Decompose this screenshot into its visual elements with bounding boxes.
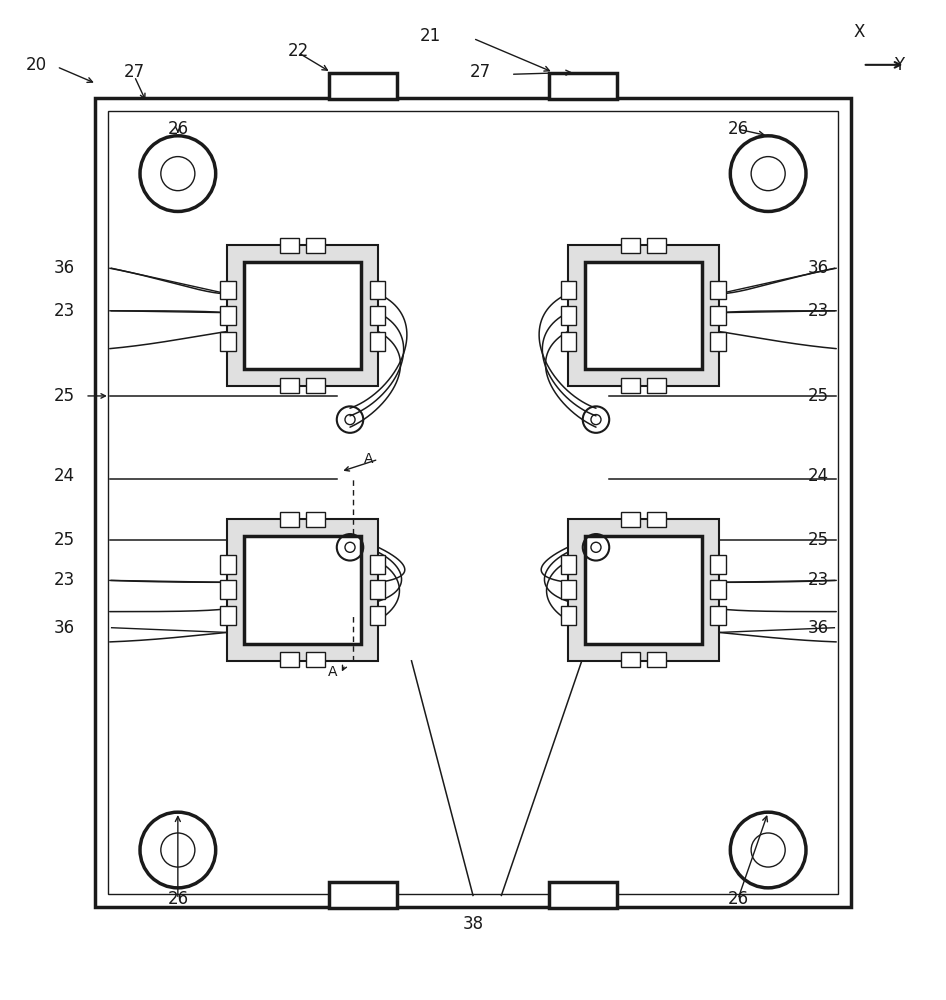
- Bar: [220, 281, 236, 299]
- Bar: [561, 281, 576, 299]
- Text: 24: 24: [808, 467, 829, 485]
- Text: 36: 36: [54, 259, 75, 277]
- Bar: [549, 882, 617, 908]
- Bar: [227, 245, 378, 386]
- Bar: [280, 512, 299, 527]
- Bar: [710, 332, 726, 351]
- Text: 25: 25: [808, 387, 829, 405]
- Bar: [647, 512, 666, 527]
- Bar: [329, 882, 397, 908]
- Bar: [647, 238, 666, 253]
- Bar: [220, 306, 236, 325]
- Text: Y: Y: [894, 56, 903, 74]
- Text: A: A: [364, 452, 374, 466]
- Text: 26: 26: [727, 120, 748, 138]
- Bar: [370, 281, 385, 299]
- Bar: [370, 580, 385, 599]
- Bar: [244, 536, 361, 644]
- Bar: [370, 606, 385, 625]
- Bar: [561, 580, 576, 599]
- Bar: [647, 652, 666, 667]
- Bar: [647, 378, 666, 393]
- Bar: [710, 580, 726, 599]
- Bar: [370, 555, 385, 574]
- Text: 36: 36: [808, 259, 829, 277]
- Bar: [710, 555, 726, 574]
- Bar: [280, 238, 299, 253]
- Bar: [280, 652, 299, 667]
- Bar: [307, 512, 325, 527]
- Bar: [585, 262, 702, 369]
- Bar: [621, 378, 640, 393]
- Bar: [220, 606, 236, 625]
- Text: 23: 23: [54, 302, 75, 320]
- Text: 36: 36: [54, 619, 75, 637]
- Bar: [307, 238, 325, 253]
- Text: 20: 20: [26, 56, 47, 74]
- Bar: [561, 606, 576, 625]
- Text: 26: 26: [727, 890, 748, 908]
- Text: 25: 25: [54, 387, 75, 405]
- Bar: [370, 332, 385, 351]
- Bar: [95, 98, 851, 907]
- Text: 25: 25: [54, 531, 75, 549]
- Text: X: X: [853, 23, 865, 41]
- Bar: [280, 378, 299, 393]
- Bar: [710, 281, 726, 299]
- Bar: [108, 111, 838, 894]
- Text: 23: 23: [54, 571, 75, 589]
- Text: 24: 24: [54, 467, 75, 485]
- Bar: [220, 555, 236, 574]
- Bar: [585, 536, 702, 644]
- Text: A: A: [328, 665, 338, 679]
- Text: 27: 27: [124, 63, 145, 81]
- Bar: [568, 245, 719, 386]
- Bar: [561, 555, 576, 574]
- Bar: [621, 652, 640, 667]
- Bar: [710, 306, 726, 325]
- Bar: [549, 73, 617, 99]
- Text: 23: 23: [808, 571, 829, 589]
- Bar: [307, 652, 325, 667]
- Bar: [568, 519, 719, 661]
- Text: 27: 27: [470, 63, 491, 81]
- Bar: [307, 378, 325, 393]
- Text: 23: 23: [808, 302, 829, 320]
- Bar: [370, 306, 385, 325]
- Text: 36: 36: [808, 619, 829, 637]
- Text: 21: 21: [420, 27, 441, 45]
- Bar: [561, 332, 576, 351]
- Bar: [710, 606, 726, 625]
- Text: 25: 25: [808, 531, 829, 549]
- Bar: [227, 519, 378, 661]
- Bar: [244, 262, 361, 369]
- Text: 26: 26: [167, 120, 188, 138]
- Bar: [621, 512, 640, 527]
- Bar: [329, 73, 397, 99]
- Text: 38: 38: [463, 915, 483, 933]
- Bar: [561, 306, 576, 325]
- Text: 22: 22: [288, 42, 308, 60]
- Text: 26: 26: [167, 890, 188, 908]
- Bar: [220, 332, 236, 351]
- Bar: [621, 238, 640, 253]
- Bar: [220, 580, 236, 599]
